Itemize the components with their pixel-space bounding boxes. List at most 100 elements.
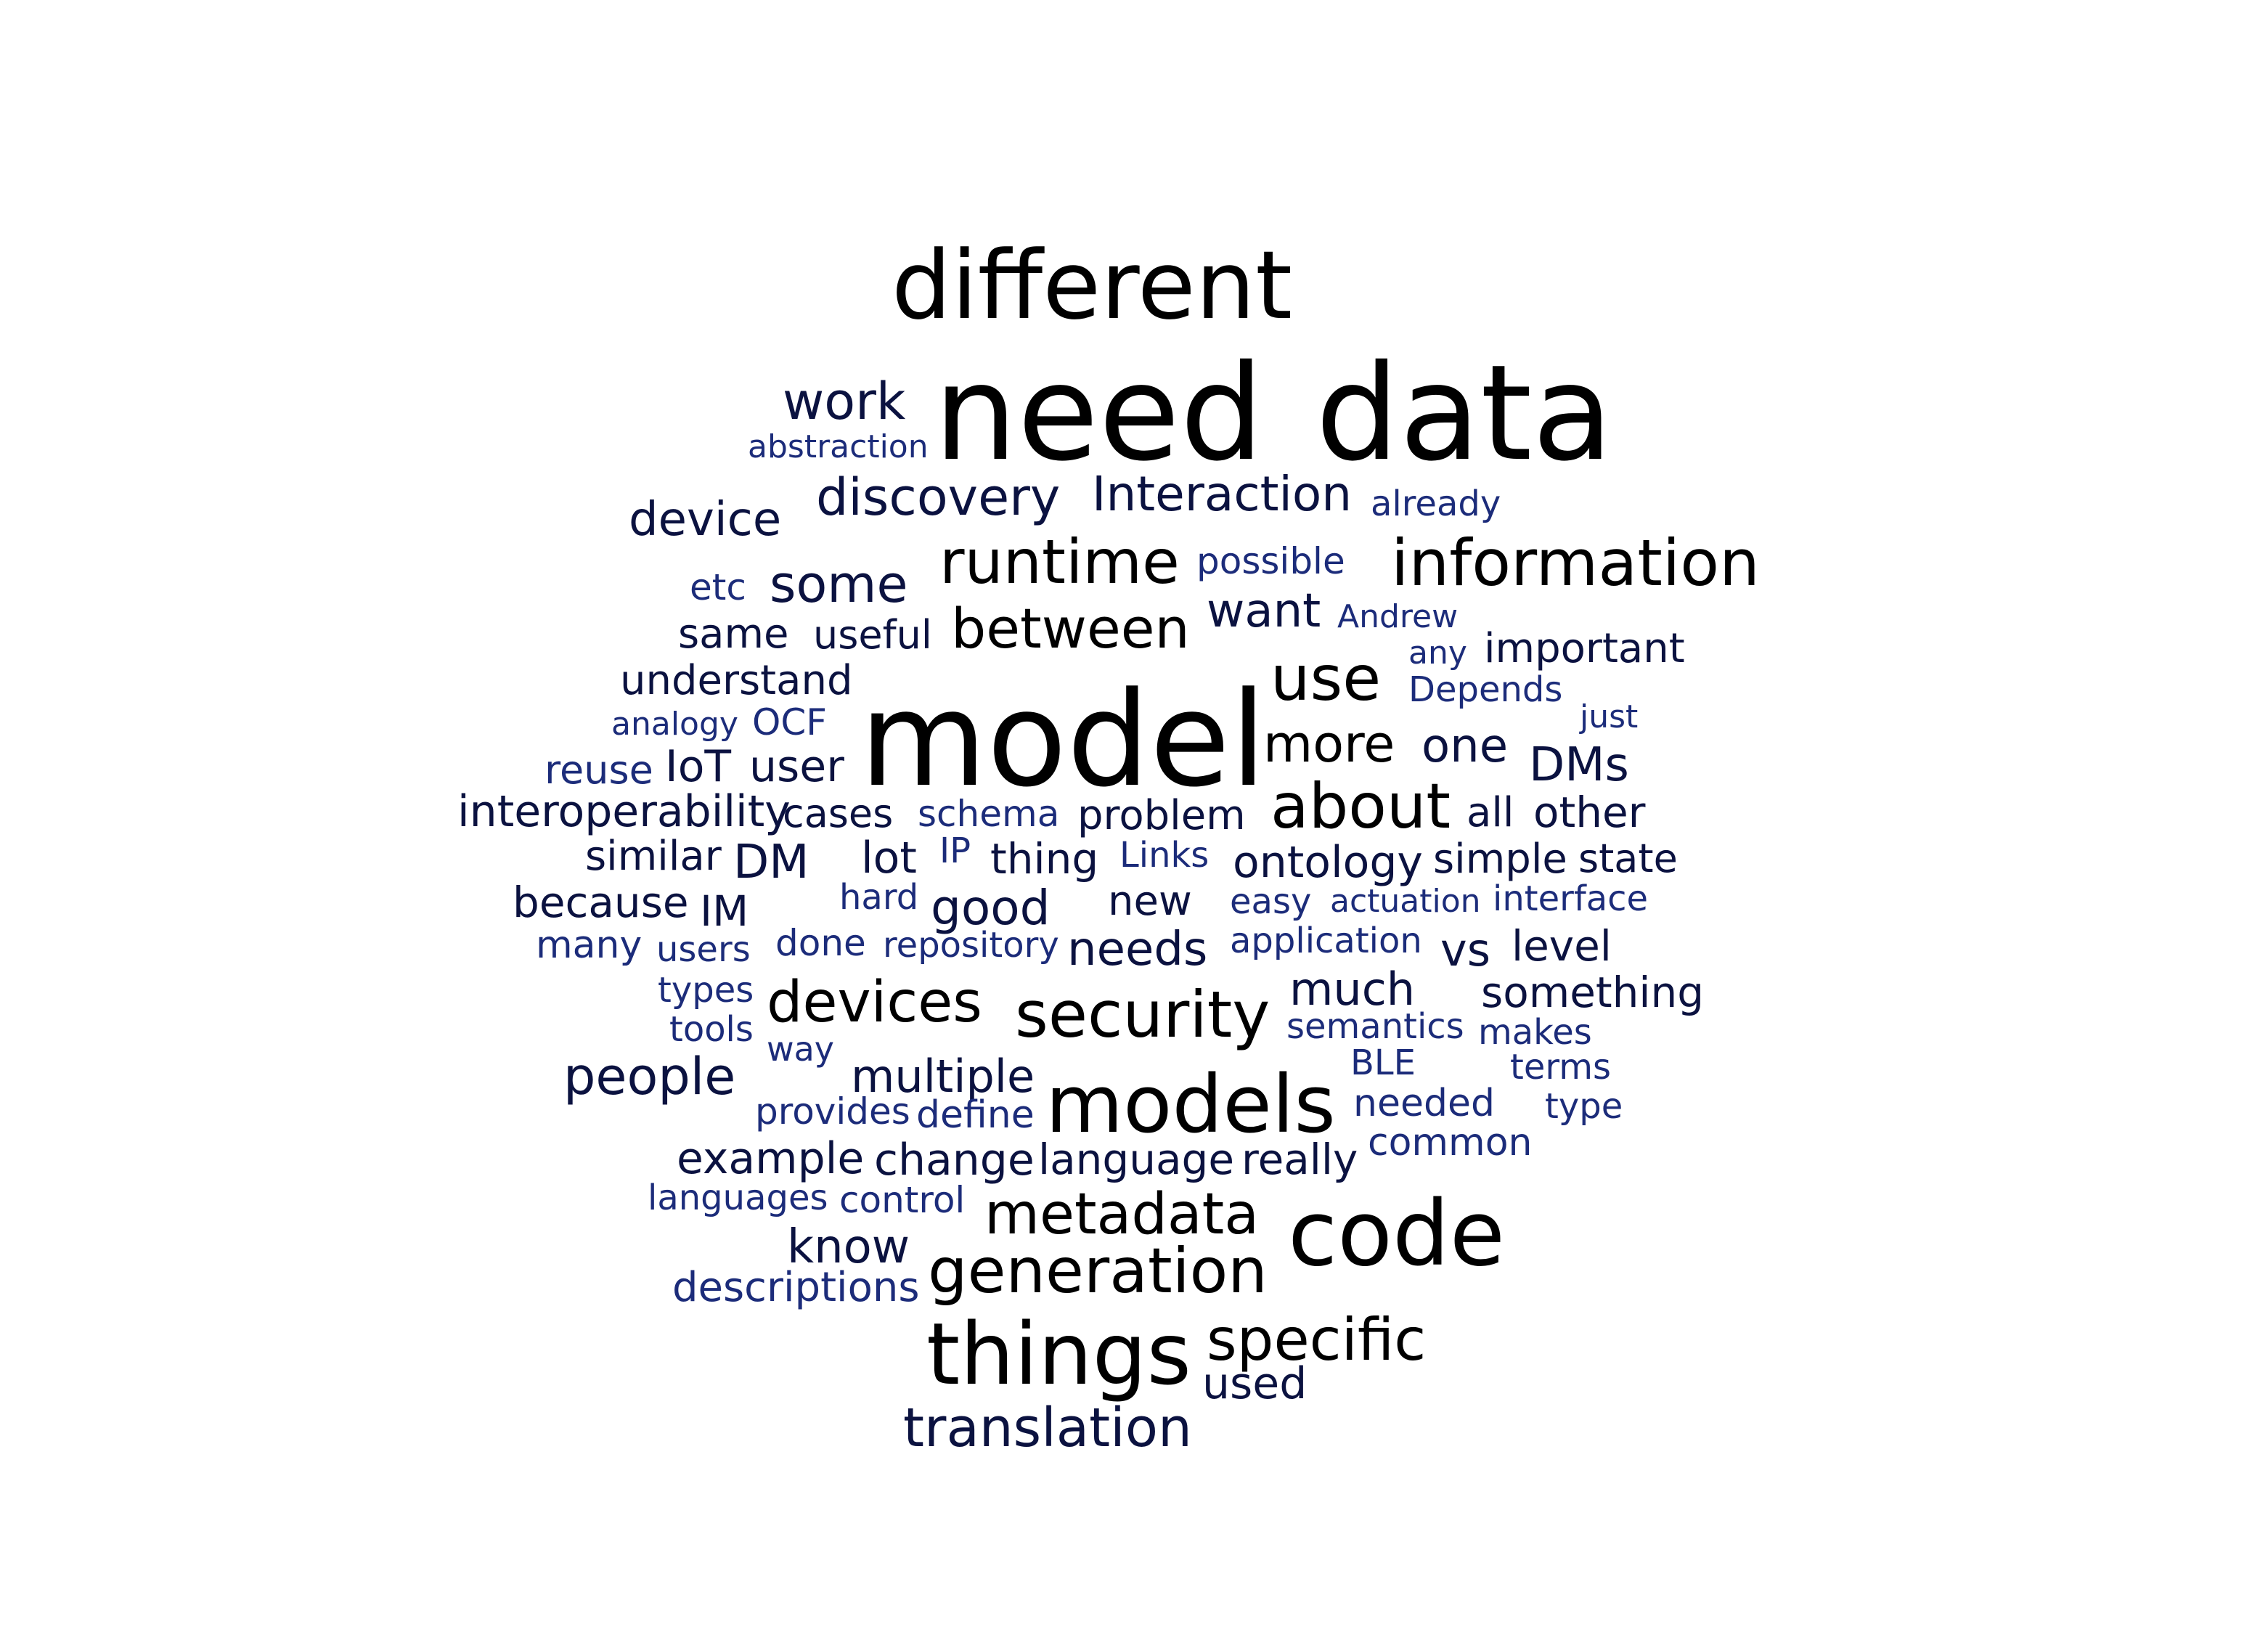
word-discovery: discovery bbox=[816, 468, 1061, 527]
word-easy: easy bbox=[1230, 881, 1312, 922]
word-vs: vs bbox=[1440, 923, 1490, 976]
word-application: application bbox=[1230, 921, 1422, 961]
word-im: IM bbox=[700, 886, 749, 936]
word-interoperability: interoperability bbox=[457, 786, 791, 837]
word-ble: BLE bbox=[1350, 1043, 1416, 1083]
word-tools: tools bbox=[669, 1009, 754, 1050]
word-work: work bbox=[783, 372, 906, 431]
word-languages: languages bbox=[648, 1178, 828, 1218]
word-dm: DM bbox=[733, 836, 809, 889]
word-something: something bbox=[1481, 968, 1705, 1017]
word-actuation: actuation bbox=[1330, 883, 1481, 920]
word-lot: lot bbox=[861, 833, 917, 884]
word-multiple: multiple bbox=[851, 1050, 1035, 1103]
word-similar: similar bbox=[585, 833, 722, 880]
word-because: because bbox=[513, 878, 689, 927]
word-common: common bbox=[1368, 1121, 1533, 1164]
word-good: good bbox=[931, 880, 1051, 936]
word-runtime: runtime bbox=[939, 526, 1180, 597]
word-just: just bbox=[1580, 698, 1639, 735]
word-iot: IoT bbox=[665, 741, 732, 792]
word-between: between bbox=[951, 596, 1190, 661]
word-same: same bbox=[678, 611, 789, 658]
word-reuse: reuse bbox=[544, 747, 653, 793]
word-one: one bbox=[1421, 719, 1509, 773]
word-model: model bbox=[860, 664, 1267, 816]
word-language: language bbox=[1038, 1135, 1235, 1184]
word-things: things bbox=[926, 1304, 1192, 1404]
word-need: need bbox=[934, 336, 1264, 490]
word-needs: needs bbox=[1067, 923, 1208, 976]
word-different: different bbox=[892, 230, 1293, 340]
word-interface: interface bbox=[1493, 878, 1649, 919]
word-new: new bbox=[1108, 878, 1192, 925]
word-semantics: semantics bbox=[1286, 1006, 1464, 1047]
word-specific: specific bbox=[1207, 1306, 1427, 1374]
word-andrew: Andrew bbox=[1337, 598, 1459, 635]
word-already: already bbox=[1371, 484, 1501, 524]
word-analogy: analogy bbox=[611, 706, 738, 743]
word-ip: IP bbox=[939, 831, 971, 871]
word-device: device bbox=[629, 493, 782, 547]
word-needed: needed bbox=[1353, 1082, 1495, 1125]
word-provides: provides bbox=[755, 1090, 910, 1133]
word-descriptions: descriptions bbox=[672, 1264, 920, 1311]
word-level: level bbox=[1512, 921, 1612, 971]
word-type: type bbox=[1545, 1086, 1623, 1127]
word-models: models bbox=[1045, 1058, 1336, 1151]
word-types: types bbox=[658, 970, 754, 1011]
word-problem: problem bbox=[1077, 792, 1246, 839]
word-security: security bbox=[1015, 977, 1270, 1052]
word-data: data bbox=[1315, 336, 1613, 490]
word-generation: generation bbox=[928, 1235, 1268, 1307]
word-use: use bbox=[1270, 642, 1382, 715]
word-simple: simple bbox=[1433, 836, 1567, 883]
word-much: much bbox=[1289, 963, 1416, 1016]
word-interaction: Interaction bbox=[1092, 466, 1353, 522]
word-devices: devices bbox=[767, 970, 982, 1035]
word-all: all bbox=[1467, 789, 1514, 836]
word-hard: hard bbox=[839, 877, 919, 918]
word-cases: cases bbox=[783, 791, 894, 836]
word-schema: schema bbox=[918, 793, 1060, 835]
word-some: some bbox=[770, 555, 908, 614]
word-many: many bbox=[536, 923, 643, 967]
word-about: about bbox=[1270, 770, 1451, 843]
word-example: example bbox=[677, 1133, 865, 1184]
word-really: really bbox=[1241, 1135, 1358, 1184]
word-any: any bbox=[1408, 635, 1467, 672]
word-makes: makes bbox=[1478, 1012, 1592, 1053]
word-ocf: OCF bbox=[752, 701, 828, 743]
word-want: want bbox=[1207, 584, 1321, 638]
word-code: code bbox=[1288, 1182, 1506, 1286]
word-state: state bbox=[1578, 836, 1678, 881]
word-thing: thing bbox=[990, 834, 1099, 884]
word-used: used bbox=[1202, 1358, 1308, 1409]
word-way: way bbox=[767, 1029, 835, 1069]
word-control: control bbox=[839, 1179, 966, 1221]
word-done: done bbox=[775, 922, 866, 964]
word-user: user bbox=[749, 741, 844, 792]
word-important: important bbox=[1484, 625, 1685, 672]
word-understand: understand bbox=[620, 657, 853, 704]
word-possible: possible bbox=[1196, 540, 1345, 582]
word-define: define bbox=[916, 1093, 1035, 1137]
word-translation: translation bbox=[903, 1397, 1192, 1459]
word-repository: repository bbox=[883, 925, 1059, 966]
word-etc: etc bbox=[690, 566, 746, 608]
word-ontology: ontology bbox=[1233, 837, 1423, 888]
word-know: know bbox=[787, 1220, 910, 1274]
word-people: people bbox=[563, 1047, 736, 1106]
word-change: change bbox=[874, 1135, 1035, 1186]
word-users: users bbox=[656, 929, 751, 970]
word-useful: useful bbox=[813, 612, 932, 658]
word-depends: Depends bbox=[1408, 669, 1563, 710]
word-dms: DMs bbox=[1529, 738, 1629, 792]
word-links: Links bbox=[1119, 835, 1210, 876]
word-metadata: metadata bbox=[984, 1182, 1260, 1247]
word-more: more bbox=[1263, 714, 1395, 774]
word-terms: terms bbox=[1510, 1047, 1612, 1088]
word-other: other bbox=[1533, 788, 1646, 837]
word-abstraction: abstraction bbox=[748, 428, 929, 465]
